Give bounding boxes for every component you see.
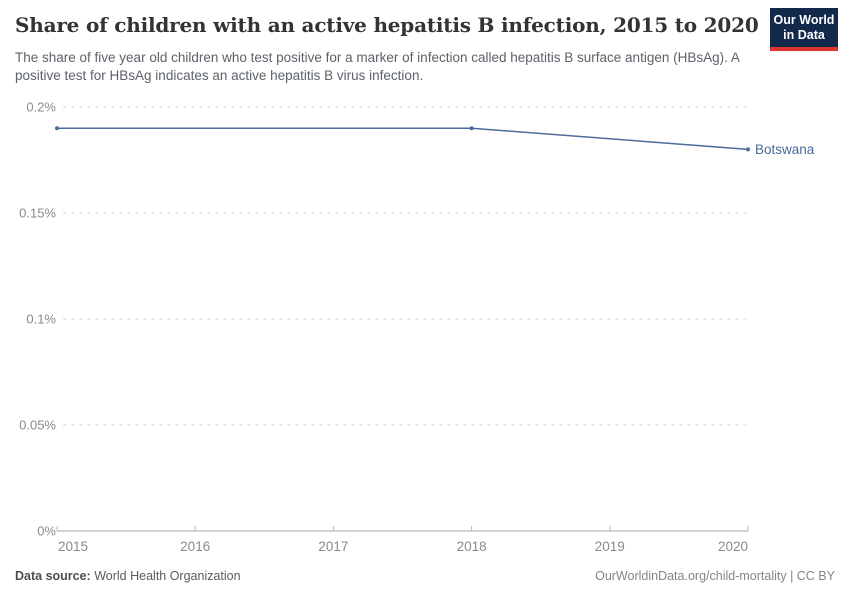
data-line[interactable]: [57, 127, 749, 151]
x-tick-label: 2020: [718, 539, 748, 554]
y-tick-label: 0.1%: [26, 312, 56, 327]
x-tick-label: 2018: [457, 539, 487, 554]
y-tick-label: 0.05%: [19, 418, 56, 433]
data-point[interactable]: [746, 147, 750, 152]
y-tick-label: 0.15%: [19, 206, 56, 221]
chart-footer: Data source: World Health Organization O…: [15, 569, 835, 583]
attribution-link[interactable]: OurWorldinData.org/child-mortality | CC …: [595, 569, 835, 583]
data-source-value: World Health Organization: [94, 569, 241, 583]
chart-subtitle: The share of five year old children who …: [15, 50, 740, 83]
owid-logo-line2: in Data: [783, 28, 825, 42]
x-tick-label: 2017: [318, 539, 348, 554]
owid-logo-line1: Our World: [773, 13, 835, 27]
data-point[interactable]: [55, 126, 59, 131]
series-label[interactable]: Botswana: [755, 142, 815, 157]
data-point[interactable]: [469, 126, 474, 131]
x-tick-label: 2019: [595, 539, 625, 554]
data-source: Data source: World Health Organization: [15, 569, 241, 583]
x-tick-label: 2015: [58, 539, 88, 554]
y-tick-label: 0.2%: [26, 100, 56, 115]
line-chart: 0% 0.05% 0.1% 0.15% 0.2% 2015 2016 2017 2018 2019…: [19, 100, 815, 555]
y-tick-label: 0%: [37, 524, 56, 539]
data-source-label: Data source:: [15, 569, 91, 583]
owid-logo[interactable]: Our World in Data: [770, 8, 838, 51]
x-tick-label: 2016: [180, 539, 210, 554]
page-title: Share of children with an active hepatit…: [15, 13, 759, 37]
